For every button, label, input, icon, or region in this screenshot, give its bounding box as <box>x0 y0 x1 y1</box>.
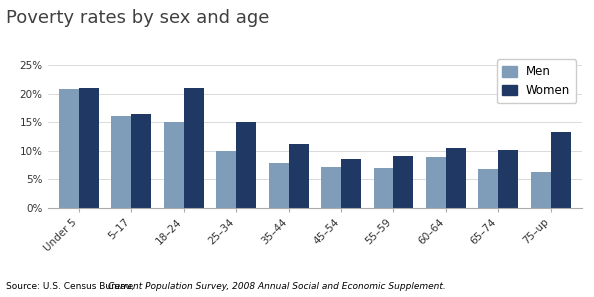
Bar <box>184 88 204 208</box>
Bar <box>498 150 518 208</box>
Bar <box>341 159 361 208</box>
Text: Source: U.S. Census Bureau,: Source: U.S. Census Bureau, <box>6 282 137 291</box>
Bar <box>321 167 341 208</box>
Bar <box>236 121 256 208</box>
Bar <box>289 144 308 208</box>
Bar <box>531 173 551 208</box>
Bar <box>79 88 99 208</box>
Bar <box>164 122 184 208</box>
Bar <box>478 169 498 208</box>
Legend: Men, Women: Men, Women <box>497 59 576 103</box>
Text: Current Population Survey, 2008 Annual Social and Economic Supplement.: Current Population Survey, 2008 Annual S… <box>108 282 446 291</box>
Bar <box>374 168 393 208</box>
Bar <box>131 113 151 208</box>
Bar <box>446 148 466 208</box>
Bar <box>393 156 413 208</box>
Bar <box>112 116 131 208</box>
Text: Poverty rates by sex and age: Poverty rates by sex and age <box>6 9 269 27</box>
Bar <box>268 163 289 208</box>
Bar <box>426 157 446 208</box>
Bar <box>59 89 79 208</box>
Bar <box>216 151 236 208</box>
Bar <box>551 132 571 208</box>
